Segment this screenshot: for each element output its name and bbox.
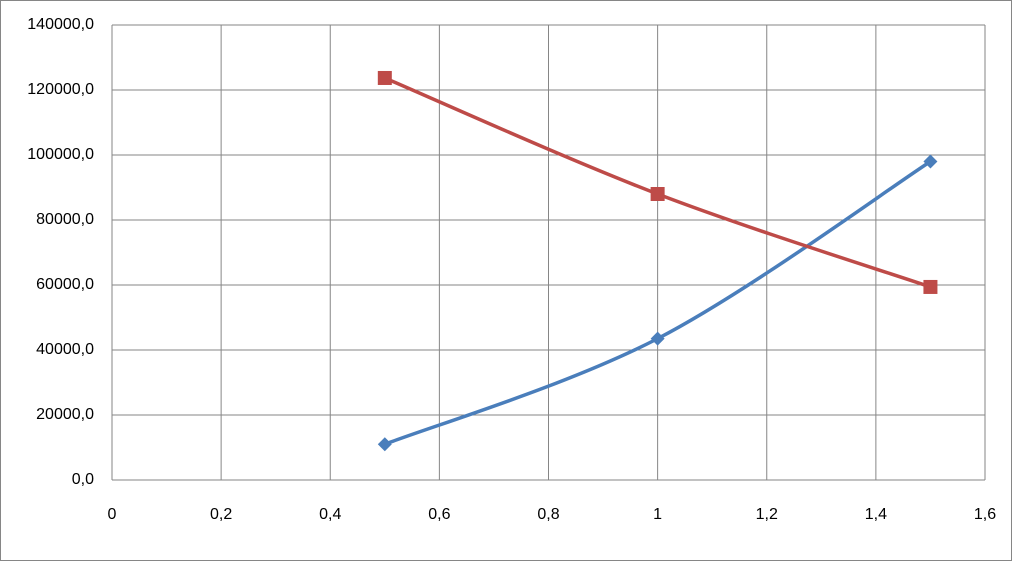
y-tick-label: 140000,0	[27, 16, 94, 33]
x-tick-label: 1,4	[865, 506, 887, 523]
x-tick-label: 1	[653, 506, 662, 523]
marker	[377, 70, 392, 85]
x-tick-label: 0,8	[537, 506, 559, 523]
y-tick-label: 100000,0	[27, 146, 94, 163]
marker	[377, 437, 392, 452]
x-tick-label: 1,2	[756, 506, 778, 523]
x-tick-label: 1,6	[974, 506, 996, 523]
marker	[650, 331, 665, 346]
y-tick-label: 0,0	[72, 471, 94, 488]
y-tick-label: 80000,0	[36, 211, 94, 228]
y-tick-label: 40000,0	[36, 341, 94, 358]
y-tick-label: 20000,0	[36, 406, 94, 423]
x-tick-label: 0	[108, 506, 117, 523]
x-tick-label: 0,4	[319, 506, 341, 523]
y-tick-label: 60000,0	[36, 276, 94, 293]
y-tick-label: 120000,0	[27, 81, 94, 98]
marker	[923, 154, 938, 169]
marker	[650, 187, 665, 201]
x-tick-label: 0,2	[210, 506, 232, 523]
x-tick-label: 0,6	[428, 506, 450, 523]
marker	[923, 279, 938, 294]
